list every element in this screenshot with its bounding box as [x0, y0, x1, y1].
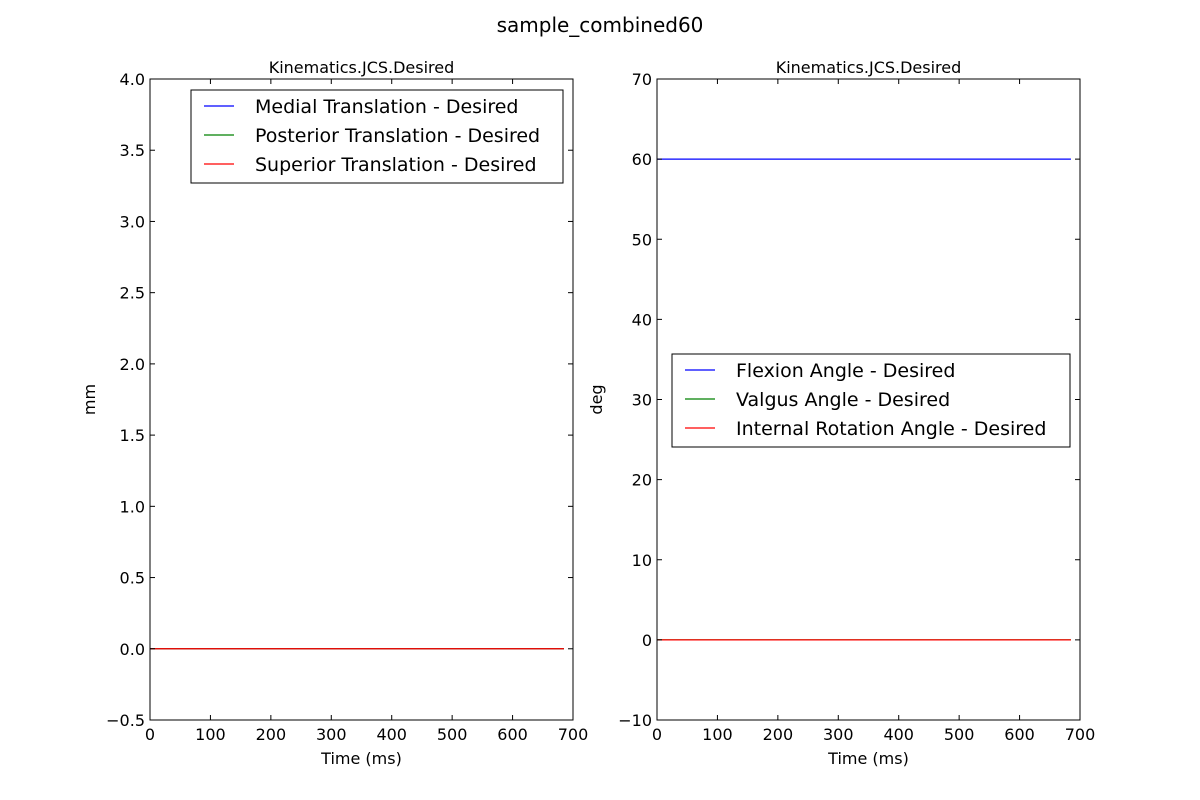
x-tick-label: 200	[763, 725, 794, 744]
x-tick-label: 500	[437, 725, 468, 744]
y-tick-label: 0.0	[120, 640, 145, 659]
legend-entry-2: Internal Rotation Angle - Desired	[736, 418, 1046, 440]
y-tick-label: 50	[632, 230, 652, 249]
y-tick-label: 3.0	[120, 212, 145, 231]
figure-title: sample_combined60	[497, 13, 704, 37]
legend-entry-1: Posterior Translation - Desired	[255, 125, 540, 147]
x-tick-label: 0	[145, 725, 155, 744]
y-tick-label: 0.5	[120, 569, 145, 588]
y-tick-label: 70	[632, 70, 652, 89]
y-tick-label: 1.5	[120, 426, 145, 445]
y-tick-label: 2.5	[120, 284, 145, 303]
legend-entry-2: Superior Translation - Desired	[255, 154, 537, 176]
x-tick-label: 500	[944, 725, 975, 744]
legend-entry-1: Valgus Angle - Desired	[736, 389, 950, 411]
y-tick-label: −0.5	[106, 711, 145, 730]
y-tick-label: 20	[632, 471, 652, 490]
y-tick-label: 4.0	[120, 70, 145, 89]
y-tick-label: 40	[632, 310, 652, 329]
chart-title: Kinematics.JCS.Desired	[776, 58, 962, 77]
y-tick-label: 1.0	[120, 497, 145, 516]
y-axis-label: mm	[80, 384, 99, 415]
x-tick-label: 100	[195, 725, 226, 744]
y-tick-label: 2.0	[120, 355, 145, 374]
x-tick-label: 600	[497, 725, 528, 744]
y-axis-label: deg	[587, 384, 606, 414]
x-tick-label: 0	[652, 725, 662, 744]
left-chart: 0 100 200 300 400 500 600 700 −0.5 0.0 0.5 1.0 1.5 2.…	[80, 58, 588, 768]
x-tick-label: 300	[316, 725, 347, 744]
x-axis-label: Time (ms)	[827, 749, 909, 768]
legend-box	[671, 353, 1071, 448]
x-tick-label: 300	[823, 725, 854, 744]
y-tick-label: 0	[642, 631, 652, 650]
x-tick-label: 100	[702, 725, 733, 744]
x-axis-label: Time (ms)	[320, 749, 402, 768]
x-tick-label: 600	[1004, 725, 1035, 744]
legend: Medial Translation - Desired Posterior Tr…	[190, 89, 564, 184]
y-tick-label: 10	[632, 551, 652, 570]
right-chart: 0 100 200 300 400 500 600 700−10010203040506070…	[587, 58, 1095, 768]
legend-box	[190, 89, 564, 184]
x-tick-label: 400	[376, 725, 407, 744]
y-tick-label: 30	[632, 391, 652, 410]
legend-entry-0: Flexion Angle - Desired	[736, 360, 955, 382]
x-tick-label: 700	[558, 725, 589, 744]
axes-frame	[149, 78, 574, 721]
legend-entry-0: Medial Translation - Desired	[255, 96, 519, 118]
y-tick-label: 3.5	[120, 141, 145, 160]
y-tick-label: −10	[618, 711, 652, 730]
legend: Flexion Angle - Desired Valgus Angle - De…	[671, 353, 1071, 448]
x-tick-label: 700	[1065, 725, 1096, 744]
x-tick-label: 400	[883, 725, 914, 744]
x-tick-label: 200	[256, 725, 287, 744]
chart-title: Kinematics.JCS.Desired	[269, 58, 455, 77]
y-tick-label: 60	[632, 150, 652, 169]
